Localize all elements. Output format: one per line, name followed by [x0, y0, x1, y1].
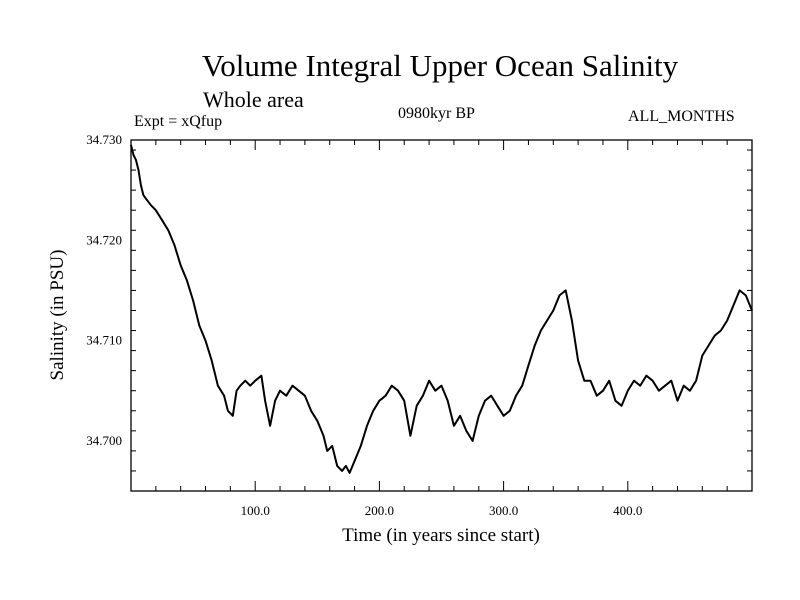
- tick-labels: 100.0 200.0 300.0 400.0 34.700 34.710 34.720 34…: [86, 132, 642, 518]
- y-tick-label: 34.700: [86, 433, 122, 448]
- x-tick-label: 400.0: [613, 503, 642, 518]
- salinity-series-line: [130, 144, 753, 474]
- x-tick-label: 100.0: [241, 503, 270, 518]
- x-tick-label: 200.0: [365, 503, 394, 518]
- chart-title: Volume Integral Upper Ocean Salinity: [201, 48, 679, 83]
- plot-frame: [130, 139, 753, 492]
- period-label: 0980kyr BP: [398, 105, 475, 122]
- months-label: ALL_MONTHS: [628, 108, 735, 125]
- chart-subtitle: Whole area: [203, 87, 304, 112]
- y-axis-label: Salinity (in PSU): [47, 250, 68, 381]
- experiment-label: Expt = xQfup: [134, 113, 223, 130]
- y-tick-label: 34.730: [86, 132, 122, 147]
- y-tick-label: 34.720: [86, 232, 122, 247]
- x-axis-label: Time (in years since start): [342, 525, 540, 546]
- y-tick-label: 34.710: [86, 333, 122, 348]
- axis-ticks: [131, 140, 752, 492]
- x-tick-label: 300.0: [489, 503, 518, 518]
